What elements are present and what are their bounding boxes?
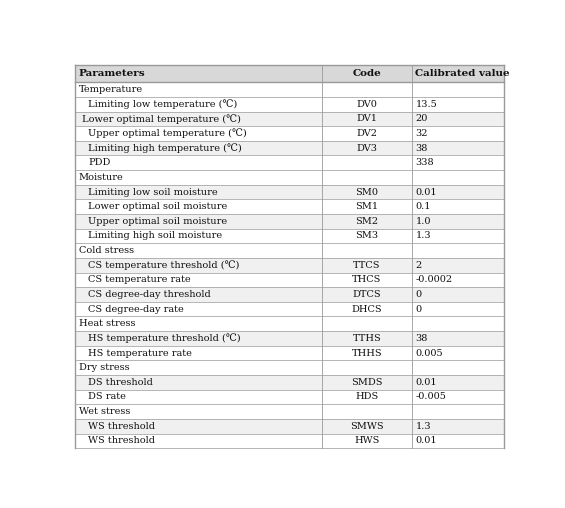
Bar xyxy=(75,155,504,170)
Text: DS rate: DS rate xyxy=(88,393,126,401)
Bar xyxy=(75,404,504,419)
Text: Code: Code xyxy=(353,69,381,78)
Text: WS threshold: WS threshold xyxy=(88,436,155,446)
Bar xyxy=(75,126,504,141)
Bar xyxy=(75,360,504,375)
Text: 1.3: 1.3 xyxy=(415,232,431,240)
Text: 1.3: 1.3 xyxy=(415,422,431,431)
Bar xyxy=(75,302,504,316)
Text: SM0: SM0 xyxy=(355,187,379,197)
Text: 0.01: 0.01 xyxy=(415,187,437,197)
Bar xyxy=(75,243,504,258)
Text: 0.1: 0.1 xyxy=(415,202,431,211)
Text: Temperature: Temperature xyxy=(79,85,142,94)
Text: SM3: SM3 xyxy=(355,232,379,240)
Bar xyxy=(75,331,504,346)
Bar xyxy=(75,199,504,214)
Text: Parameters: Parameters xyxy=(79,69,145,78)
Text: Lower optimal temperature (℃): Lower optimal temperature (℃) xyxy=(82,114,241,124)
Bar xyxy=(75,346,504,360)
Text: 0.01: 0.01 xyxy=(415,378,437,387)
Text: 0.01: 0.01 xyxy=(415,436,437,446)
Text: 38: 38 xyxy=(415,334,428,343)
Bar xyxy=(75,316,504,331)
Text: Limiting high soil moisture: Limiting high soil moisture xyxy=(88,232,222,240)
Text: CS temperature rate: CS temperature rate xyxy=(88,275,191,284)
Text: THHS: THHS xyxy=(351,348,382,358)
Text: TTHS: TTHS xyxy=(353,334,381,343)
Text: WS threshold: WS threshold xyxy=(88,422,155,431)
Text: DV0: DV0 xyxy=(357,100,377,109)
Text: CS temperature threshold (℃): CS temperature threshold (℃) xyxy=(88,261,240,270)
Text: CS degree-day threshold: CS degree-day threshold xyxy=(88,290,211,299)
Bar xyxy=(75,185,504,199)
Bar xyxy=(75,258,504,273)
Bar xyxy=(75,82,504,97)
Text: 1.0: 1.0 xyxy=(415,217,431,226)
Text: SM2: SM2 xyxy=(355,217,379,226)
Text: HS temperature threshold (℃): HS temperature threshold (℃) xyxy=(88,334,241,343)
Text: DV3: DV3 xyxy=(357,144,377,152)
Bar xyxy=(75,214,504,229)
Text: Calibrated value: Calibrated value xyxy=(415,69,510,78)
Text: CS degree-day rate: CS degree-day rate xyxy=(88,305,184,313)
Text: 38: 38 xyxy=(415,144,428,152)
Text: Limiting low soil moisture: Limiting low soil moisture xyxy=(88,187,218,197)
Text: DS threshold: DS threshold xyxy=(88,378,153,387)
Bar xyxy=(75,97,504,112)
Bar xyxy=(75,390,504,404)
Bar xyxy=(75,65,504,82)
Text: HDS: HDS xyxy=(355,393,379,401)
Text: SMDS: SMDS xyxy=(351,378,383,387)
Bar xyxy=(75,112,504,126)
Text: 0: 0 xyxy=(415,305,421,313)
Bar xyxy=(75,141,504,155)
Text: -0.005: -0.005 xyxy=(415,393,446,401)
Text: 0: 0 xyxy=(415,290,421,299)
Text: TTCS: TTCS xyxy=(353,261,381,270)
Bar xyxy=(75,170,504,185)
Text: DHCS: DHCS xyxy=(351,305,382,313)
Bar xyxy=(75,229,504,243)
Text: Upper optimal temperature (℃): Upper optimal temperature (℃) xyxy=(88,129,247,138)
Text: Lower optimal soil moisture: Lower optimal soil moisture xyxy=(88,202,227,211)
Text: 32: 32 xyxy=(415,129,428,138)
Text: Limiting high temperature (℃): Limiting high temperature (℃) xyxy=(88,143,242,153)
Text: Heat stress: Heat stress xyxy=(79,320,135,328)
Text: Cold stress: Cold stress xyxy=(79,246,134,255)
Text: HWS: HWS xyxy=(354,436,380,446)
Bar xyxy=(75,419,504,433)
Text: DTCS: DTCS xyxy=(353,290,381,299)
Bar xyxy=(75,287,504,302)
Text: THCS: THCS xyxy=(352,275,381,284)
Text: Wet stress: Wet stress xyxy=(79,407,130,416)
Text: Dry stress: Dry stress xyxy=(79,363,129,372)
Text: Upper optimal soil moisture: Upper optimal soil moisture xyxy=(88,217,227,226)
Text: SMWS: SMWS xyxy=(350,422,384,431)
Text: PDD: PDD xyxy=(88,158,111,167)
Text: HS temperature rate: HS temperature rate xyxy=(88,348,192,358)
Text: 338: 338 xyxy=(415,158,434,167)
Text: 0.005: 0.005 xyxy=(415,348,443,358)
Text: 2: 2 xyxy=(415,261,421,270)
Bar xyxy=(75,375,504,390)
Text: -0.0002: -0.0002 xyxy=(415,275,453,284)
Text: Limiting low temperature (℃): Limiting low temperature (℃) xyxy=(88,100,237,109)
Text: 20: 20 xyxy=(415,114,428,123)
Text: DV1: DV1 xyxy=(357,114,377,123)
Bar xyxy=(75,273,504,287)
Text: 13.5: 13.5 xyxy=(415,100,437,109)
Text: SM1: SM1 xyxy=(355,202,379,211)
Text: DV2: DV2 xyxy=(357,129,377,138)
Text: Moisture: Moisture xyxy=(79,173,123,182)
Bar xyxy=(75,433,504,448)
